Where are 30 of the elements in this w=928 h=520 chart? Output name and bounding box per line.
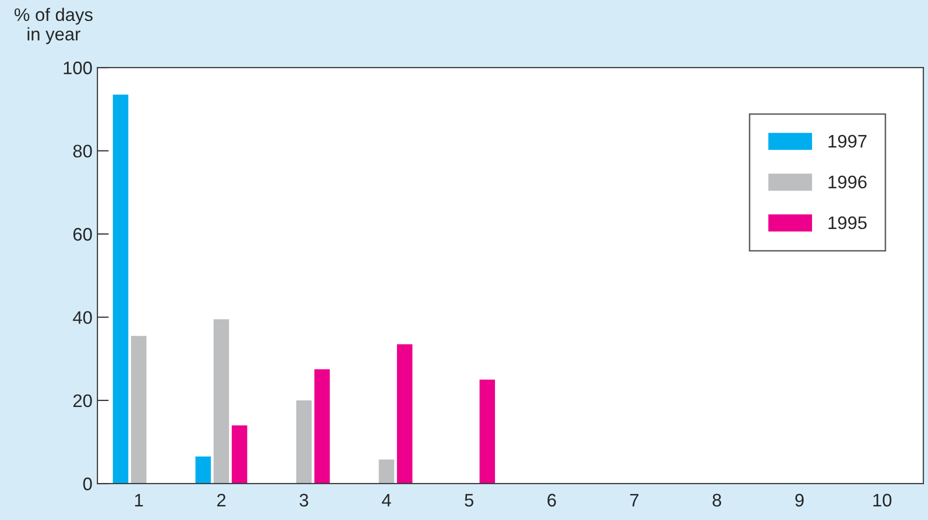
y-tick-label: 60	[73, 228, 92, 241]
y-tick-label: 100	[64, 62, 92, 74]
x-tick-label: 10	[873, 494, 892, 507]
bar	[214, 319, 230, 484]
bar	[480, 380, 495, 484]
y-tick-label: 80	[73, 144, 92, 158]
bar	[396, 344, 412, 484]
x-tick-label: 4	[382, 494, 392, 506]
legend-label: 1997	[828, 134, 866, 148]
x-tick-label: 2	[217, 494, 226, 506]
bar	[195, 456, 211, 484]
bar	[131, 336, 146, 484]
x-tick-label: 5	[464, 494, 474, 507]
y-tick-label: 0	[83, 478, 92, 490]
legend-label: 1995	[828, 216, 867, 230]
bar	[378, 459, 394, 484]
x-tick-label: 8	[712, 494, 722, 507]
y-axis-title: % of days in year	[14, 8, 93, 44]
x-tick-label: 9	[795, 494, 804, 507]
x-tick-label: 7	[630, 494, 638, 506]
legend-label: 1996	[828, 176, 867, 188]
x-tick-label: 6	[548, 494, 556, 507]
y-tick-label: 20	[73, 394, 92, 408]
bar	[296, 400, 312, 484]
bar	[112, 94, 128, 484]
bar	[232, 425, 248, 484]
bar	[314, 369, 330, 484]
y-tick-label: 40	[72, 311, 92, 324]
x-tick-label: 1	[135, 494, 143, 506]
x-tick-label: 3	[300, 494, 308, 507]
